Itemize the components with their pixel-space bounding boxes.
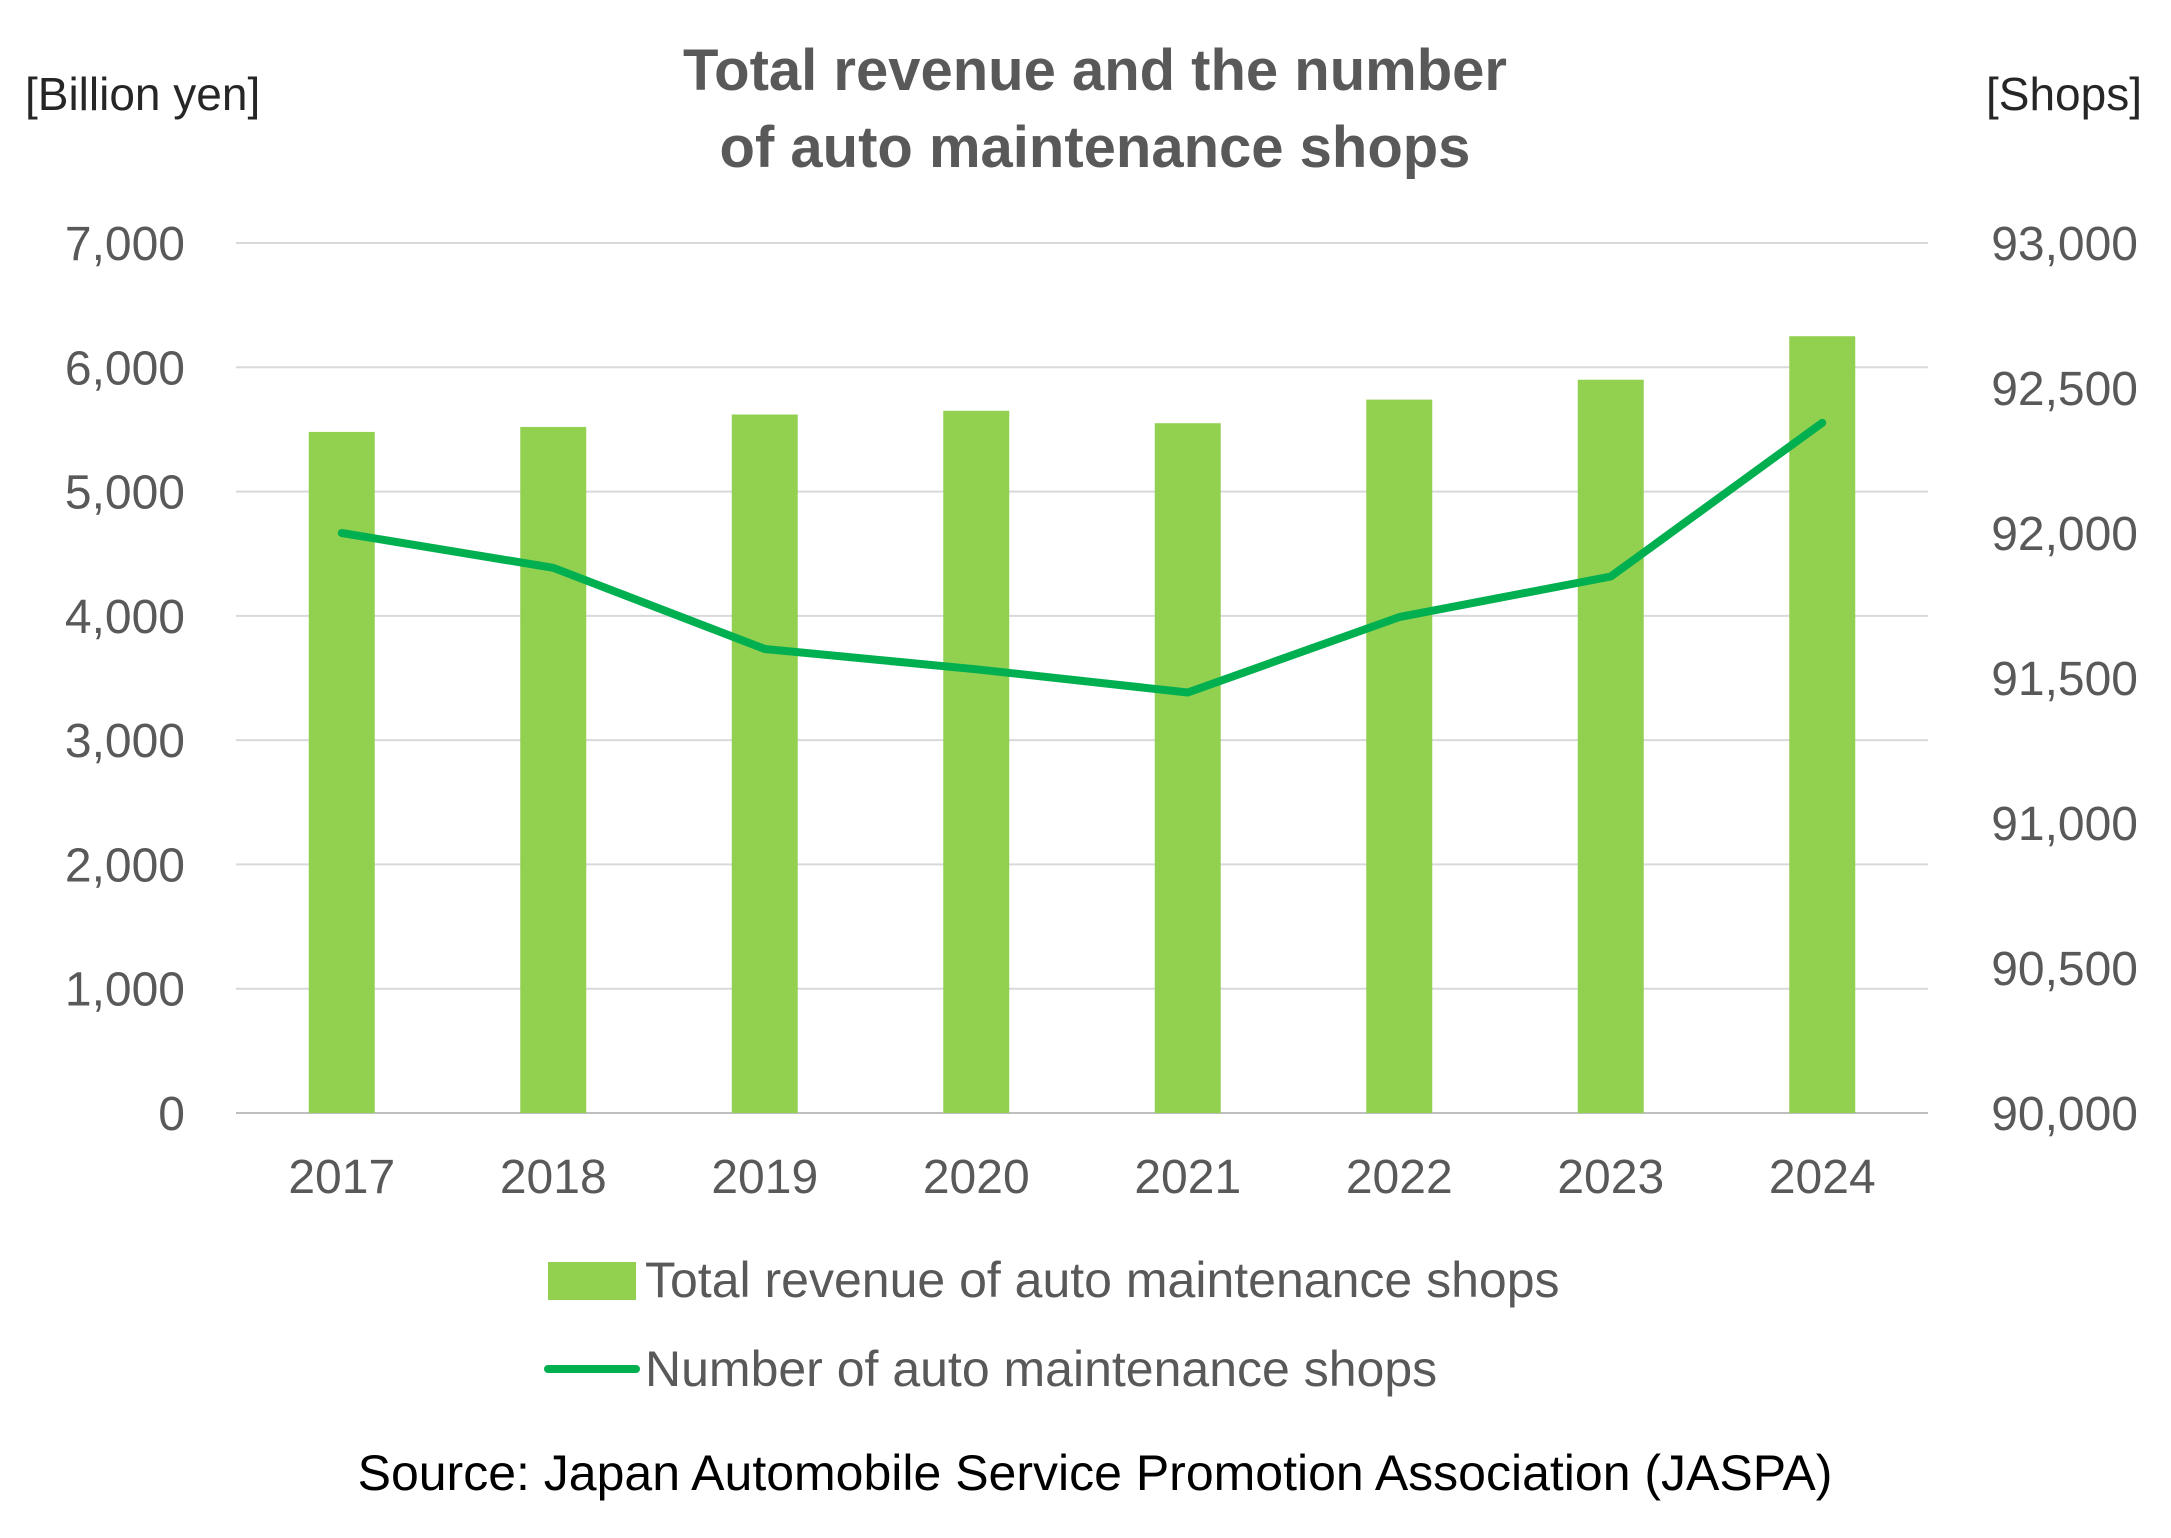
- revenue-bar: [1789, 336, 1856, 1113]
- legend-label-shops: Number of auto maintenance shops: [645, 1341, 1437, 1397]
- revenue-bar: [1366, 399, 1433, 1114]
- x-tick-label: 2022: [1346, 1151, 1453, 1204]
- right-tick-label: 92,500: [1991, 363, 2138, 416]
- right-tick-label: 91,500: [1991, 653, 2138, 706]
- right-axis-ticks: 90,000 90,500 91,000 91,500 92,000 92,500 93,0…: [1991, 218, 2138, 1141]
- left-tick-label: 3,000: [65, 715, 185, 768]
- left-tick-label: 6,000: [65, 342, 185, 395]
- revenue-bar: [308, 431, 375, 1113]
- left-tick-label: 7,000: [65, 218, 185, 271]
- revenue-bar: [520, 426, 587, 1113]
- source-note: Source: Japan Automobile Service Promoti…: [358, 1445, 1833, 1501]
- x-tick-label: 2019: [711, 1151, 818, 1204]
- revenue-bar: [1577, 379, 1644, 1113]
- right-tick-label: 90,000: [1991, 1088, 2138, 1141]
- left-axis-ticks: 0 1,000 2,000 3,000 4,000 5,000 6,000 7,000: [65, 218, 185, 1141]
- revenue-bar: [1154, 423, 1221, 1113]
- x-tick-label: 2020: [923, 1151, 1030, 1204]
- right-axis-title: [Shops]: [1986, 68, 2142, 120]
- left-tick-label: 1,000: [65, 964, 185, 1017]
- legend: Total revenue of auto maintenance shops …: [544, 1252, 1560, 1397]
- shops-line: [337, 418, 1827, 697]
- chart-title-line-2: of auto maintenance shops: [720, 115, 1471, 180]
- right-tick-label: 92,000: [1991, 508, 2138, 561]
- x-axis-ticks: 2017 2018 2019 2020 2021 2022 2023 2024: [288, 1151, 1875, 1204]
- left-tick-label: 5,000: [65, 467, 185, 520]
- x-tick-label: 2018: [500, 1151, 607, 1204]
- x-tick-label: 2017: [288, 1151, 395, 1204]
- legend-label-revenue: Total revenue of auto maintenance shops: [645, 1252, 1560, 1308]
- x-tick-label: 2023: [1557, 1151, 1664, 1204]
- left-axis-title: [Billion yen]: [25, 68, 260, 120]
- chart-title-line-1: Total revenue and the number: [683, 38, 1507, 103]
- x-tick-label: 2024: [1769, 1151, 1876, 1204]
- right-tick-label: 90,500: [1991, 943, 2138, 996]
- shops-line-layer: [337, 418, 1827, 697]
- right-tick-label: 93,000: [1991, 218, 2138, 271]
- revenue-bars: [308, 336, 1856, 1114]
- left-tick-label: 4,000: [65, 591, 185, 644]
- revenue-bar: [731, 414, 798, 1113]
- legend-swatch-revenue: [548, 1262, 636, 1300]
- left-tick-label: 0: [158, 1088, 185, 1141]
- gridlines: [236, 242, 1928, 1114]
- revenue-bar: [943, 410, 1010, 1113]
- left-tick-label: 2,000: [65, 839, 185, 892]
- x-tick-label: 2021: [1134, 1151, 1241, 1204]
- right-tick-label: 91,000: [1991, 798, 2138, 851]
